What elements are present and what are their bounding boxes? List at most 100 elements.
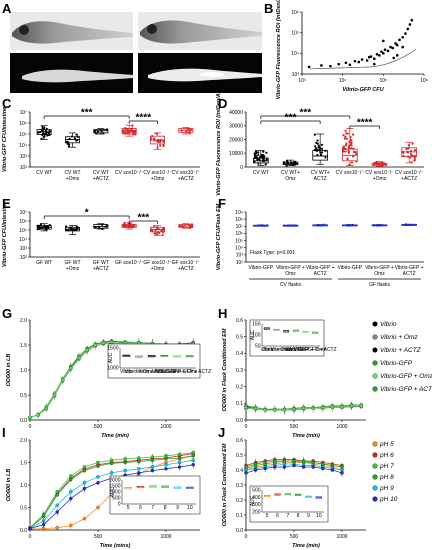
y-tick-label: 10⁵ xyxy=(291,30,299,36)
category-label: CV sox10⁻/⁻ xyxy=(365,170,394,176)
data-point xyxy=(406,155,410,158)
data-point xyxy=(373,57,376,60)
data-point xyxy=(154,229,157,232)
data-point xyxy=(346,132,349,135)
data-point xyxy=(76,138,79,142)
data-point xyxy=(123,221,126,225)
data-marker xyxy=(244,405,248,410)
data-point xyxy=(181,225,184,229)
inset-tick-label: 200 xyxy=(252,510,261,516)
category-label: Vibrio-GFP xyxy=(249,265,274,271)
data-point xyxy=(410,153,413,157)
data-point xyxy=(46,225,50,228)
category-label: GF WT xyxy=(93,260,109,266)
y-tick-label: 20000 xyxy=(229,137,243,143)
data-point xyxy=(124,226,127,229)
data-point xyxy=(413,149,417,152)
inset-tick-label: 150 xyxy=(252,322,261,328)
data-point xyxy=(124,223,127,227)
data-point xyxy=(344,143,348,147)
category-label: ACTZ xyxy=(403,271,416,277)
data-point xyxy=(156,231,159,234)
data-point xyxy=(318,148,322,151)
data-marker xyxy=(263,466,267,471)
data-point xyxy=(360,58,364,61)
data-point xyxy=(344,135,347,138)
data-marker xyxy=(82,481,87,485)
category-label: +ACTZ xyxy=(178,176,194,182)
data-point xyxy=(178,225,182,228)
y-tick-label: 10⁴ xyxy=(19,237,27,243)
inset-tick-label: 0 xyxy=(118,502,121,508)
data-point xyxy=(323,223,326,226)
category-label: CV WT xyxy=(93,170,109,176)
data-marker xyxy=(263,460,267,465)
box-2: CV WT+ACTZ xyxy=(311,133,330,182)
category-label: GF sox10⁻/⁻ xyxy=(143,260,172,266)
y-tick-label: 10² xyxy=(236,260,244,266)
data-point xyxy=(342,150,345,153)
box-2: CV WT+ACTZ xyxy=(93,128,109,182)
data-point xyxy=(382,52,385,55)
panel-label-c: C xyxy=(2,96,12,111)
y-tick-label: 0.2 xyxy=(236,384,243,390)
data-marker xyxy=(301,406,306,411)
data-point xyxy=(42,132,45,135)
inset-category-label: Vibrio + ACTZ xyxy=(271,347,302,353)
group-label: GF flasks xyxy=(369,282,391,288)
inset-y-label: AUC xyxy=(250,495,256,506)
category-label: Omz xyxy=(285,271,296,277)
data-point xyxy=(185,131,188,134)
data-point xyxy=(344,147,347,151)
y-tick-label: 10³ xyxy=(20,154,28,160)
data-point xyxy=(69,226,72,230)
data-point xyxy=(45,127,48,130)
category-label: +Omz xyxy=(66,176,80,182)
data-point xyxy=(410,149,413,153)
data-point xyxy=(127,131,130,135)
category-label: Vibrio-GFP + xyxy=(306,265,335,271)
data-point xyxy=(406,27,410,31)
y-tick-label: 10³ xyxy=(236,253,244,259)
y-tick-label: 1.5 xyxy=(20,343,27,349)
data-marker xyxy=(41,522,46,527)
data-point xyxy=(253,153,256,156)
box-5: GF sox10⁻/⁻+ACTZ xyxy=(172,223,200,272)
data-point xyxy=(36,228,39,231)
data-point xyxy=(313,148,316,152)
y-axis-label: OD600 in Flask Conditioned EM xyxy=(222,328,228,411)
data-marker xyxy=(55,503,59,507)
box-1: CV WT+Omz xyxy=(64,132,81,182)
y-tick-label: 1.0 xyxy=(20,368,27,374)
x-tick-label: 0 xyxy=(245,424,248,430)
inset-y-label: AUC xyxy=(250,329,256,340)
data-point xyxy=(365,59,369,62)
inset-tick-label: 2000 xyxy=(109,478,120,484)
data-marker xyxy=(96,505,100,510)
data-point xyxy=(156,140,159,143)
data-point xyxy=(162,143,165,146)
y-tick-label: 10⁵ xyxy=(19,228,27,234)
data-point xyxy=(349,138,352,142)
category-label: +ACTZ xyxy=(93,266,109,272)
data-point xyxy=(351,223,354,226)
panel-label-j: J xyxy=(218,425,225,440)
x-tick-label: 1000 xyxy=(336,534,347,540)
data-point xyxy=(382,39,385,43)
data-point xyxy=(263,159,266,162)
inset-category-label: Vibrio + Omz xyxy=(125,369,154,375)
y-tick-label: 10000 xyxy=(229,151,243,157)
data-point xyxy=(407,147,410,150)
data-point xyxy=(126,127,129,130)
data-point xyxy=(190,223,193,226)
y-tick-label: 10³ xyxy=(292,72,300,78)
inset-tick-label: 1000 xyxy=(107,366,118,372)
data-marker xyxy=(150,465,155,469)
data-point xyxy=(377,224,380,227)
inset-tick-label: 1500 xyxy=(109,484,120,490)
inset-category-label: 5 xyxy=(127,505,130,511)
inset-category-label: 8 xyxy=(164,505,167,511)
x-axis-label: Time (mins) xyxy=(100,543,131,549)
data-point xyxy=(342,146,345,149)
